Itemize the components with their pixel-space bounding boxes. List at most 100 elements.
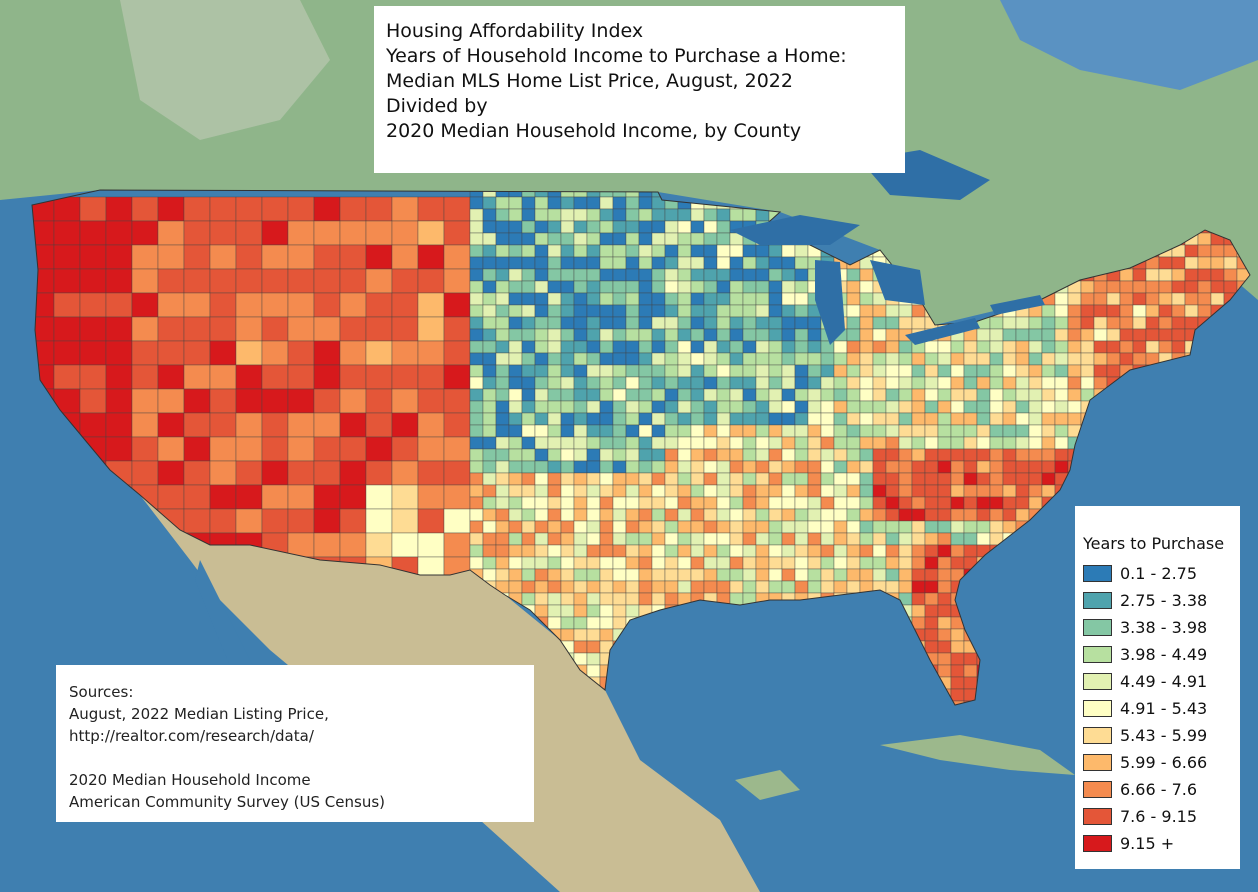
county bbox=[781, 496, 796, 510]
county bbox=[586, 532, 601, 546]
county bbox=[742, 352, 757, 366]
county bbox=[638, 304, 653, 318]
county bbox=[742, 340, 757, 354]
county bbox=[625, 376, 640, 390]
county bbox=[742, 424, 757, 438]
county bbox=[755, 496, 770, 510]
county bbox=[573, 328, 588, 342]
county bbox=[781, 508, 796, 522]
county bbox=[820, 556, 835, 570]
county bbox=[261, 364, 289, 390]
county bbox=[976, 472, 991, 486]
legend-label: 0.1 - 2.75 bbox=[1120, 564, 1198, 583]
county bbox=[716, 316, 731, 330]
county bbox=[443, 412, 471, 438]
county bbox=[833, 400, 848, 414]
county bbox=[729, 460, 744, 474]
county bbox=[560, 484, 575, 498]
county bbox=[768, 388, 783, 402]
county bbox=[547, 424, 562, 438]
county bbox=[742, 292, 757, 306]
county bbox=[209, 244, 237, 270]
county bbox=[937, 652, 952, 666]
county bbox=[599, 628, 614, 642]
county bbox=[612, 400, 627, 414]
county bbox=[638, 256, 653, 270]
county bbox=[768, 496, 783, 510]
county bbox=[937, 484, 952, 498]
county bbox=[495, 376, 510, 390]
county bbox=[508, 496, 523, 510]
county bbox=[729, 580, 744, 594]
county bbox=[625, 436, 640, 450]
county bbox=[1093, 352, 1108, 366]
county bbox=[547, 412, 562, 426]
county bbox=[768, 568, 783, 582]
county bbox=[781, 280, 796, 294]
county bbox=[911, 424, 926, 438]
county bbox=[599, 280, 614, 294]
county bbox=[599, 604, 614, 618]
county bbox=[1210, 292, 1225, 306]
county bbox=[521, 472, 536, 486]
county bbox=[287, 220, 315, 246]
county bbox=[560, 304, 575, 318]
county bbox=[703, 328, 718, 342]
legend-swatch bbox=[1083, 592, 1112, 609]
county bbox=[950, 664, 965, 678]
county bbox=[677, 460, 692, 474]
county bbox=[131, 460, 159, 486]
county bbox=[989, 364, 1004, 378]
county bbox=[560, 376, 575, 390]
county bbox=[898, 412, 913, 426]
county bbox=[1041, 484, 1056, 498]
county bbox=[1015, 352, 1030, 366]
county bbox=[755, 520, 770, 534]
county bbox=[690, 316, 705, 330]
county bbox=[677, 220, 692, 234]
county bbox=[625, 232, 640, 246]
county bbox=[781, 340, 796, 354]
county bbox=[612, 448, 627, 462]
county bbox=[807, 472, 822, 486]
county bbox=[885, 448, 900, 462]
county bbox=[768, 316, 783, 330]
county bbox=[833, 376, 848, 390]
county bbox=[313, 316, 341, 342]
county bbox=[885, 508, 900, 522]
county bbox=[651, 544, 666, 558]
county bbox=[1015, 460, 1030, 474]
county bbox=[560, 400, 575, 414]
county bbox=[638, 376, 653, 390]
county bbox=[365, 220, 393, 246]
county bbox=[105, 292, 133, 318]
county bbox=[729, 268, 744, 282]
county bbox=[716, 280, 731, 294]
county bbox=[612, 364, 627, 378]
county bbox=[833, 520, 848, 534]
county bbox=[937, 460, 952, 474]
county bbox=[612, 304, 627, 318]
county bbox=[768, 520, 783, 534]
county bbox=[807, 448, 822, 462]
county bbox=[560, 604, 575, 618]
county bbox=[807, 328, 822, 342]
county bbox=[482, 376, 497, 390]
county bbox=[872, 316, 887, 330]
county bbox=[950, 364, 965, 378]
county bbox=[469, 364, 484, 378]
county bbox=[1054, 400, 1069, 414]
county bbox=[1093, 364, 1108, 378]
county bbox=[729, 448, 744, 462]
county bbox=[105, 196, 133, 222]
county bbox=[638, 448, 653, 462]
county bbox=[703, 352, 718, 366]
county bbox=[339, 364, 367, 390]
county bbox=[898, 304, 913, 318]
county bbox=[261, 196, 289, 222]
county bbox=[521, 592, 536, 606]
county bbox=[339, 220, 367, 246]
county bbox=[755, 328, 770, 342]
county bbox=[547, 304, 562, 318]
county bbox=[885, 424, 900, 438]
